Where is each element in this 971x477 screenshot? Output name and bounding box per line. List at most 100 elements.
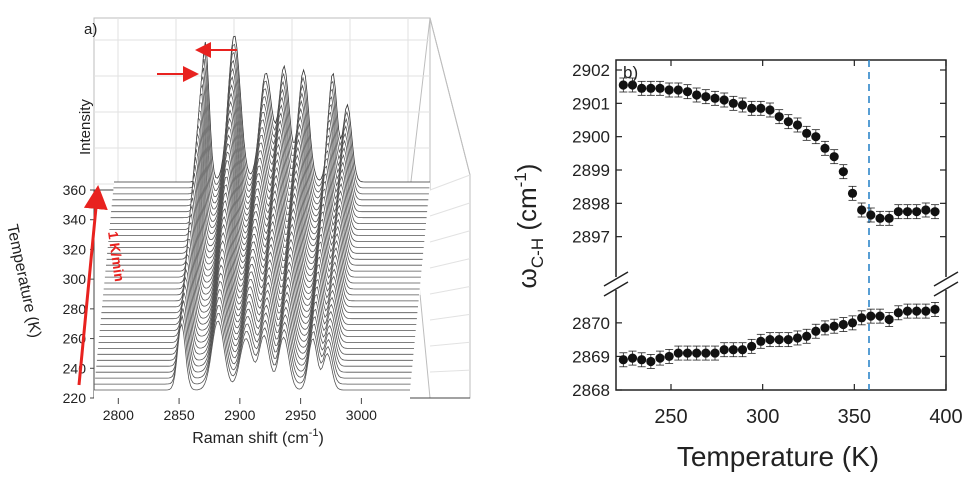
data-point bbox=[829, 152, 839, 162]
data-point bbox=[875, 311, 885, 321]
data-point bbox=[692, 90, 702, 100]
spectrum-line bbox=[104, 168, 421, 278]
data-point bbox=[829, 321, 839, 331]
data-point bbox=[783, 117, 793, 127]
spectrum-line bbox=[96, 280, 413, 361]
data-point bbox=[820, 143, 830, 153]
panel-b-y-label-sub: C-H bbox=[528, 238, 547, 268]
y-tick-label: 2868 bbox=[572, 381, 610, 400]
panel-a-x-label-main: Raman shift (cm bbox=[192, 430, 308, 447]
x-tick-label: 2850 bbox=[163, 407, 194, 423]
y-tick-label: 2900 bbox=[572, 128, 610, 147]
data-point bbox=[930, 207, 940, 217]
data-point bbox=[847, 318, 858, 328]
data-point bbox=[765, 105, 775, 115]
data-point bbox=[646, 83, 656, 93]
panel-b-y-label-sup: -1 bbox=[511, 172, 530, 187]
spectrum-line bbox=[103, 184, 420, 290]
data-point bbox=[673, 85, 683, 95]
grid-line bbox=[429, 258, 471, 269]
data-point bbox=[682, 87, 693, 97]
data-point bbox=[655, 83, 665, 93]
panel-b-x-label: Temperature (K) bbox=[677, 441, 879, 472]
panel-a-spectra bbox=[94, 35, 430, 402]
spectrum-line bbox=[96, 288, 413, 367]
data-point bbox=[664, 85, 674, 95]
data-point bbox=[847, 188, 858, 198]
y-tick-label: 340 bbox=[63, 212, 87, 228]
x-tick-label: 2800 bbox=[103, 407, 134, 423]
data-point bbox=[774, 112, 784, 122]
data-point bbox=[737, 345, 748, 355]
data-point bbox=[747, 103, 757, 113]
y-tick-label: 240 bbox=[63, 360, 87, 376]
grid-line bbox=[429, 230, 471, 243]
data-point bbox=[701, 92, 711, 102]
axis-break-mark-left-2 bbox=[603, 281, 629, 297]
data-point bbox=[857, 205, 867, 215]
panel-b-data-points bbox=[618, 77, 940, 369]
data-point bbox=[756, 103, 766, 113]
data-point bbox=[884, 213, 894, 223]
data-point bbox=[627, 353, 638, 363]
y-tick-label: 2898 bbox=[572, 194, 610, 213]
y-tick-label: 2897 bbox=[572, 228, 610, 247]
data-point bbox=[646, 356, 656, 367]
data-point bbox=[692, 348, 702, 358]
data-point bbox=[921, 205, 931, 215]
spectrum-line bbox=[107, 134, 424, 254]
data-point bbox=[756, 336, 766, 346]
y-tick-label: 280 bbox=[63, 301, 87, 317]
panel-a-label: a) bbox=[84, 21, 97, 38]
panel-a-x-label-end: ) bbox=[318, 430, 323, 447]
panel-a-x-label-sup: -1 bbox=[309, 427, 319, 439]
data-point bbox=[866, 311, 876, 321]
panel-b-y-ticks: 2897 2898 2899 2900 2901 2902 2868 2869 2870 bbox=[572, 61, 946, 400]
y-tick-label: 2902 bbox=[572, 61, 610, 80]
spectrum-line bbox=[98, 264, 414, 349]
spectrum-line bbox=[102, 200, 419, 302]
y-tick-label: 360 bbox=[63, 182, 87, 198]
spectrum-line bbox=[105, 160, 422, 272]
panel-a-y-label: Temperature (K) bbox=[3, 223, 44, 340]
data-point bbox=[857, 313, 867, 323]
data-point bbox=[893, 207, 903, 217]
spectrum-line bbox=[100, 231, 417, 325]
spectrum-line bbox=[110, 92, 426, 224]
grid-line bbox=[429, 341, 471, 347]
data-point bbox=[728, 345, 738, 355]
spectrum-line bbox=[94, 312, 411, 385]
grid-line bbox=[429, 369, 471, 373]
data-point bbox=[902, 207, 913, 217]
data-point bbox=[655, 353, 665, 363]
spectrum-line bbox=[108, 109, 425, 236]
grid-line bbox=[429, 286, 471, 295]
grid-line bbox=[429, 202, 471, 217]
axis-break-mark-right-2 bbox=[933, 281, 959, 297]
x-tick-label: 400 bbox=[929, 406, 962, 428]
spectrum-line bbox=[114, 35, 430, 183]
data-point bbox=[838, 319, 848, 330]
data-point bbox=[765, 335, 775, 345]
data-point bbox=[912, 306, 922, 316]
data-point bbox=[737, 100, 748, 110]
data-point bbox=[682, 348, 693, 358]
data-point bbox=[912, 207, 922, 217]
box-edge bbox=[429, 17, 471, 176]
panel-a-z-label: Intensity bbox=[77, 99, 94, 155]
data-point bbox=[820, 323, 830, 333]
x-tick-label: 2950 bbox=[285, 407, 316, 423]
data-point bbox=[710, 348, 720, 358]
y-tick-label: 300 bbox=[63, 271, 87, 287]
panel-b-frame bbox=[615, 59, 947, 391]
spectrum-line bbox=[102, 208, 418, 308]
data-point bbox=[811, 326, 821, 336]
x-tick-label: 2900 bbox=[224, 407, 255, 423]
grid-line bbox=[429, 313, 471, 321]
x-tick-label: 350 bbox=[838, 406, 871, 428]
data-point bbox=[802, 128, 812, 138]
data-point bbox=[921, 306, 931, 316]
y-tick-label: 2869 bbox=[572, 347, 610, 366]
spectrum-line bbox=[94, 320, 410, 391]
